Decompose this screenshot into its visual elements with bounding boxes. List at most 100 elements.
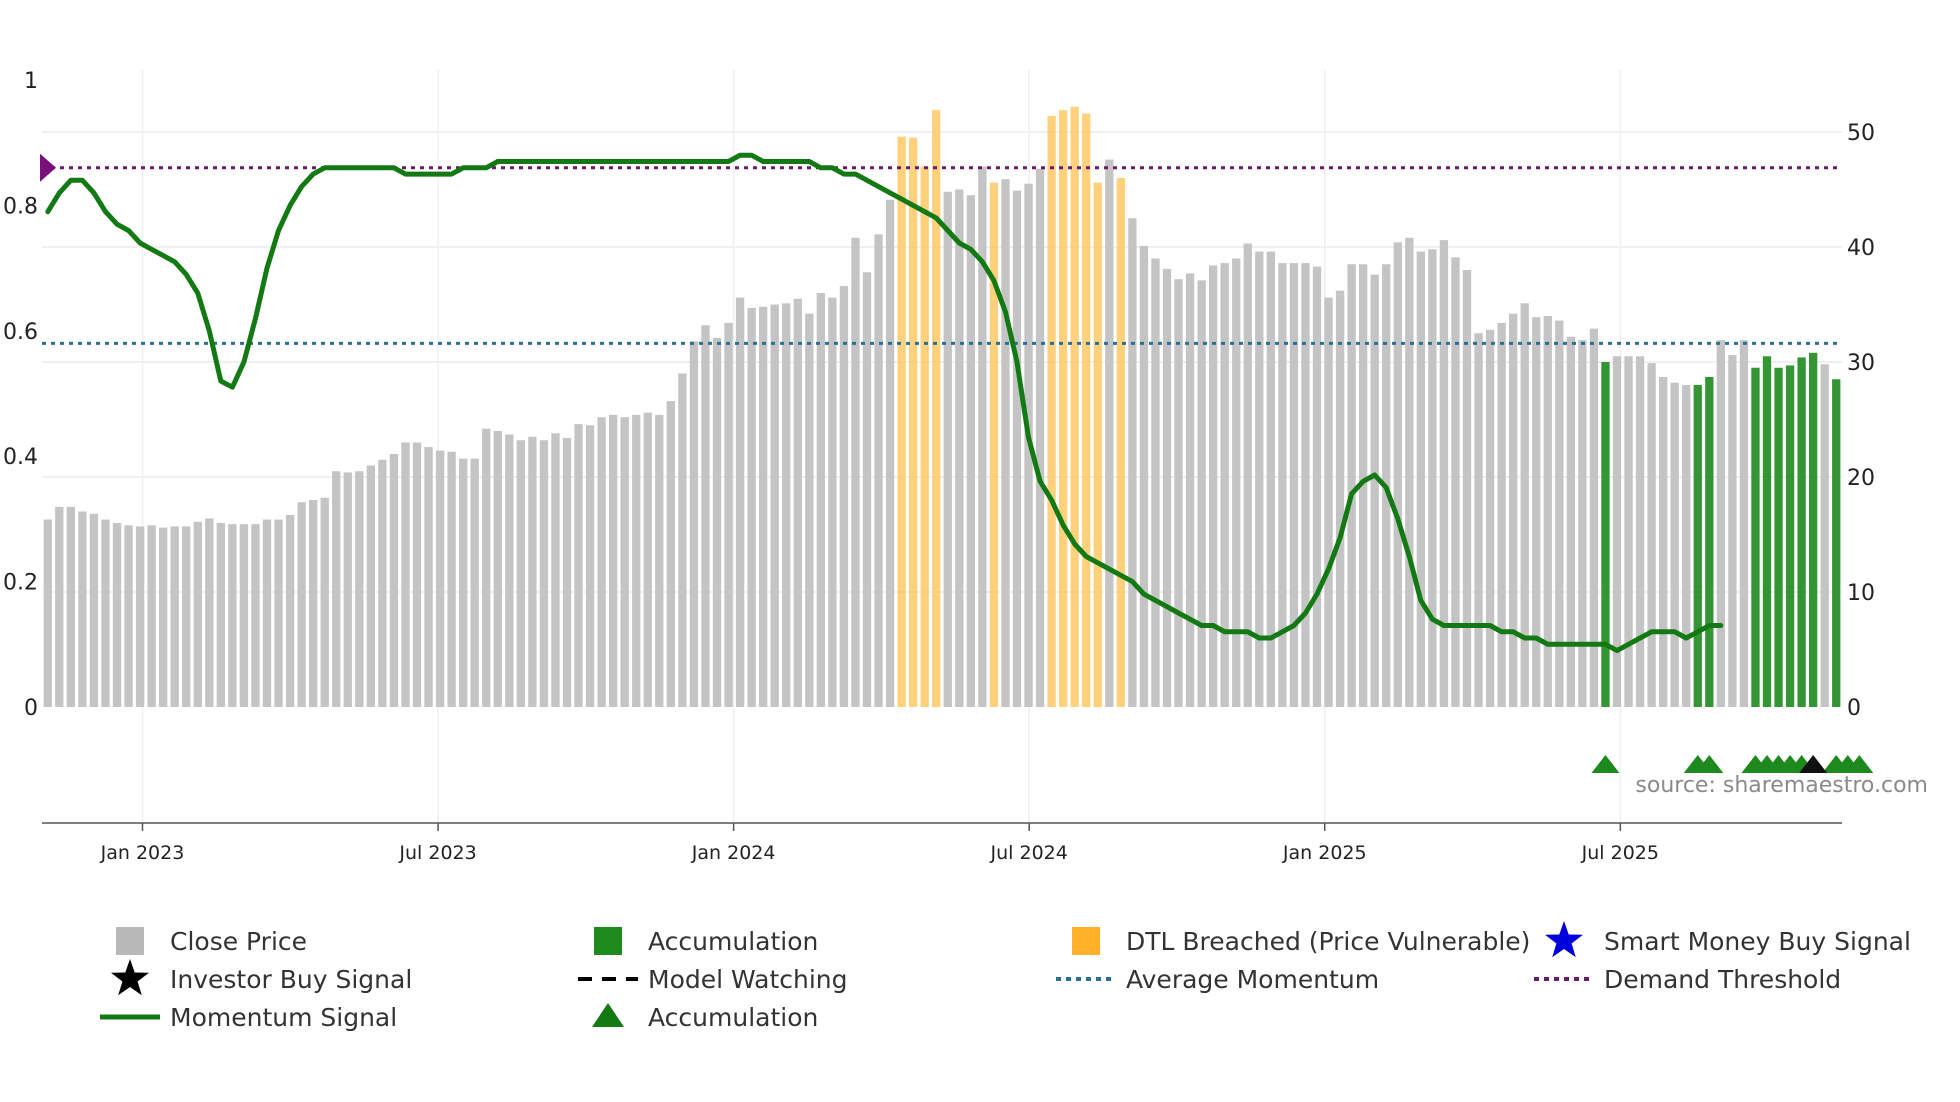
x-axis-tick-label: Jul 2025 [1581,842,1659,864]
close-price-bar [424,447,433,707]
close-price-bar [297,502,306,707]
close-price-bar [1243,243,1252,708]
close-price-bar [1312,266,1322,707]
close-price-bar [320,497,329,707]
right-axis-tick-label: 50 [1847,121,1875,146]
close-price-bar [1474,333,1483,707]
close-price-bar [309,500,318,707]
close-price-bar [551,433,560,707]
accumulation-bar [1705,376,1714,707]
close-price-bar [412,442,422,707]
watermark: source: sharemaestro.com [1635,773,1928,798]
accumulation-bar [1785,365,1795,707]
legend-label: Smart Money Buy Signal [1604,927,1911,956]
close-price-bar [1289,263,1299,707]
close-price-bar [1635,356,1645,707]
close-price-bar [851,237,860,708]
close-price-bar [516,440,525,707]
close-price-bar [955,189,964,707]
momentum-signal-line [45,152,1724,654]
close-price-bar [1197,280,1206,707]
close-price-bar [528,436,537,707]
close-price-bar [862,272,872,707]
dtl-breached-bar [1070,106,1079,707]
accumulation-marker [1591,755,1620,773]
close-price-bar [1520,303,1529,707]
x-axis-tick-label: Jul 2023 [398,842,476,864]
close-price-bar [1566,336,1575,707]
close-price-bar [1232,258,1241,707]
accumulation-bar [1693,385,1702,707]
legend-label: DTL Breached (Price Vulnerable) [1126,927,1530,956]
right-axis-tick-label: 40 [1847,236,1875,261]
close-price-bar [885,199,895,707]
close-price-bar [1185,273,1195,707]
legend-label: Accumulation [648,927,818,956]
close-price-bar [1624,356,1633,707]
x-axis-tick-label: Jul 2024 [990,842,1068,864]
left-axis-tick-label: 0.6 [3,320,38,345]
close-price-bar [182,526,191,707]
close-price-bar [216,523,225,707]
x-axis-tick-label: Jan 2023 [100,842,185,864]
close-price-bar [274,519,283,707]
close-price-bar [793,298,802,707]
close-price-bar [1278,263,1287,707]
close-price-bar [389,454,399,707]
close-price-bar [839,286,849,707]
close-price-bar [355,471,364,707]
close-price-bar [101,519,110,707]
dtl-breached-bar [1059,110,1068,707]
close-price-bar [666,401,675,707]
close-price-bar [1462,270,1472,707]
legend-label: Momentum Signal [170,1003,397,1032]
legend-label: Model Watching [648,965,848,994]
close-price-bar [124,525,133,707]
close-price-bar [228,524,237,707]
close-price-bar [1428,249,1437,708]
close-price-bar [1266,251,1275,707]
legend-label: Average Momentum [1126,965,1379,994]
accumulation-marker [1845,755,1874,773]
close-price-bar [678,373,687,707]
dtl-breached-bar [1093,182,1102,708]
left-axis-tick-label: 1 [24,69,38,94]
dtl-breached-bar [932,110,941,707]
close-price-bar [770,304,779,707]
close-price-bar [759,306,768,707]
dtl-breached-bar [897,136,906,708]
close-price-bar [643,412,652,707]
investor-buy-marker [1799,755,1828,773]
close-price-bar [1174,279,1183,707]
close-price-bar [366,465,375,707]
dtl-breached-bar [1082,113,1091,708]
close-price-bar [1347,264,1356,707]
close-price-bar [447,451,456,707]
accumulation-bar [1774,367,1783,707]
right-axis-tick-label: 30 [1847,351,1875,376]
close-price-bar [262,519,272,707]
close-price-bar [609,414,618,707]
close-price-bar [585,425,595,707]
accumulation-bar [1751,367,1760,707]
legend-star [1545,921,1583,958]
legend-label: Accumulation [648,1003,818,1032]
close-price-bar [1716,340,1725,707]
close-price-bar [978,166,987,707]
close-price-bar [55,506,64,707]
dtl-breached-bar [909,137,918,707]
close-price-bar [1543,316,1552,707]
close-price-bar [505,434,514,707]
legend-star [111,959,149,996]
close-price-bar [1405,237,1414,708]
right-axis-tick-label: 0 [1847,696,1861,721]
accumulation-bar [1809,352,1818,707]
close-price-bar [816,293,825,707]
legend-swatch [1072,927,1100,955]
close-price-bar [1035,168,1045,708]
close-price-bar [1612,356,1622,707]
dtl-breached-bar [1047,115,1056,707]
close-price-bar [1451,257,1460,707]
close-price-bar [1647,363,1656,707]
